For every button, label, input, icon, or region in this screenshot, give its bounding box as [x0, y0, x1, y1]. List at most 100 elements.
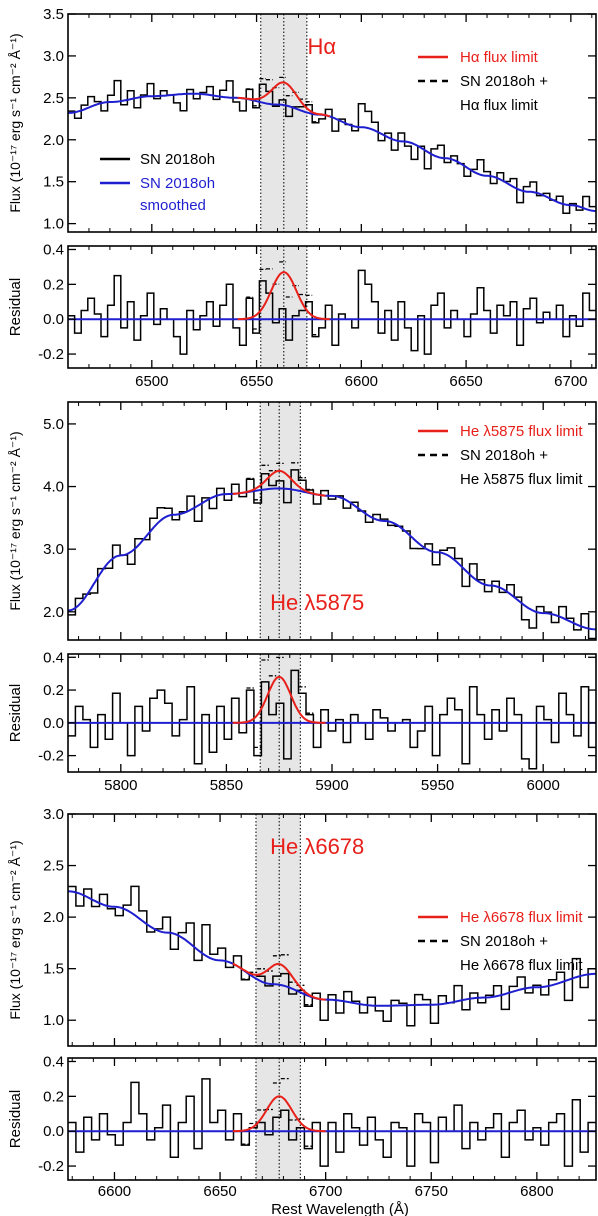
residual-dashed-line: [246, 261, 319, 336]
residual-y-tick-label: 0.0: [43, 1123, 64, 1140]
legend-label-combined: SN 2018oh +: [460, 933, 548, 950]
flux-y-tick-label: 2.5: [43, 90, 64, 107]
residual-series: [68, 1077, 596, 1167]
residual-dashed-line: [241, 1077, 313, 1147]
x-tick-label: 6500: [135, 373, 168, 390]
residual-band: [260, 654, 301, 772]
smoothed-spectrum-line: [68, 890, 596, 1007]
flux-y-axis-title: Flux (10⁻¹⁷ erg s⁻¹ cm⁻² Å⁻¹): [7, 840, 23, 1019]
x-tick-label: 6600: [345, 373, 378, 390]
smoothed-spectrum-line: [68, 487, 596, 631]
residual-axes-frame: [67, 245, 597, 369]
x-tick-label: 6650: [203, 1183, 236, 1200]
observed-spectrum-line: [68, 79, 596, 214]
legend-label-smoothed: SN 2018oh: [140, 175, 215, 192]
residual-y-axis-title: Residual: [7, 684, 24, 742]
emission-line-label: Hα: [308, 34, 337, 59]
flux-series: [68, 885, 596, 1027]
x-tick-label: 6700: [554, 373, 587, 390]
residual-flux-limit-line: [232, 1095, 326, 1133]
flux-y-tick-label: 2.0: [43, 132, 64, 149]
flux-band: [260, 402, 301, 640]
x-tick-label: 5950: [421, 777, 454, 794]
legend-label-observed: SN 2018oh: [140, 151, 215, 168]
residual-step-line: [68, 669, 596, 770]
legend-label-combined: SN 2018oh +: [460, 447, 548, 464]
panel-1: 6500 6550 6600 6650 6700 1.0 1.5 2.0 2.5 3.0 3.5 -0…: [7, 6, 597, 390]
x-tick-label: 6750: [415, 1183, 448, 1200]
residual-step-line: [68, 269, 596, 355]
residual-y-tick-label: 0.0: [43, 715, 64, 732]
x-tick-label: 6700: [309, 1183, 342, 1200]
x-tick-label: 6550: [240, 373, 273, 390]
flux-y-tick-label: 1.0: [43, 216, 64, 233]
residual-y-tick-label: -0.2: [38, 1158, 64, 1175]
flux-y-tick-label: 1.5: [43, 174, 64, 191]
flux-y-tick-label: 3.0: [43, 806, 64, 823]
flux-y-tick-label: 4.0: [43, 479, 64, 496]
residual-y-tick-label: 0.4: [43, 1053, 64, 1070]
flux-limit-line: [232, 962, 326, 1001]
smoothed-spectrum-line: [68, 92, 596, 212]
residual-flux-limit-line: [232, 675, 326, 724]
x-tick-label: 6650: [449, 373, 482, 390]
legend-label-smoothed: smoothed: [140, 197, 206, 214]
observed-spectrum-line: [68, 469, 596, 640]
residual-y-tick-label: 0.0: [43, 311, 64, 328]
flux-limit-line: [232, 469, 326, 497]
flux-y-tick-label: 3.0: [43, 48, 64, 65]
flux-y-axis-title: Flux (10⁻¹⁷ erg s⁻¹ cm⁻² Å⁻¹): [7, 431, 23, 610]
residual-y-axis-title: Residual: [7, 278, 24, 336]
x-axis-title: Rest Wavelength (Å): [271, 1201, 409, 1216]
legend-label-flux_limit: He λ5875 flux limit: [460, 423, 583, 440]
residual-y-tick-label: 0.4: [43, 649, 64, 666]
combined-dashed-line: [241, 954, 313, 1006]
flux-limit-line: [237, 81, 331, 118]
flux-y-tick-label: 3.0: [43, 541, 64, 558]
legend-label-combined: SN 2018oh +: [460, 73, 548, 90]
flux-series: [68, 76, 596, 214]
residual-axes-frame: [67, 653, 597, 773]
residual-y-tick-label: 0.2: [43, 276, 64, 293]
panel-3: 6600 6650 6700 6750 6800 1.0 1.5 2.0 2.5 3.0 -0.2 0…: [7, 806, 597, 1200]
flux-axes-frame: [67, 813, 597, 1047]
legend-label-flux_limit: Hα flux limit: [460, 49, 539, 66]
panel-2: 5800 5850 5900 5950 6000 2.0 3.0 4.0 5.0 -0.2 0.0 0…: [7, 401, 597, 794]
x-tick-label: 6600: [98, 1183, 131, 1200]
flux-y-tick-label: 1.5: [43, 961, 64, 978]
flux-y-axis-title: Flux (10⁻¹⁷ erg s⁻¹ cm⁻² Å⁻¹): [7, 33, 23, 212]
emission-line-label: He λ6678: [270, 834, 364, 859]
residual-series: [68, 656, 596, 770]
flux-y-tick-label: 1.0: [43, 1012, 64, 1029]
flux-y-tick-label: 2.5: [43, 858, 64, 875]
residual-y-tick-label: 0.4: [43, 241, 64, 258]
residual-y-tick-label: -0.2: [38, 346, 64, 363]
residual-band: [255, 1058, 301, 1180]
flux-axes-frame: [67, 13, 597, 233]
residual-flux-limit-line: [237, 271, 330, 321]
flux-y-tick-label: 3.5: [43, 6, 64, 23]
flux-y-tick-label: 2.0: [43, 909, 64, 926]
flux-series: [68, 462, 596, 640]
x-tick-label: 6000: [527, 777, 560, 794]
residual-step-line: [68, 1078, 596, 1167]
flux-y-tick-label: 5.0: [43, 416, 64, 433]
x-tick-label: 6800: [520, 1183, 553, 1200]
legend-label-combined: He λ6678 flux limit: [460, 957, 583, 974]
x-tick-label: 5800: [104, 777, 137, 794]
flux-y-tick-label: 2.0: [43, 604, 64, 621]
legend-label-combined: He λ5875 flux limit: [460, 471, 583, 488]
residual-series: [68, 261, 596, 355]
emission-line-label: He λ5875: [270, 590, 364, 615]
residual-y-tick-label: 0.2: [43, 1088, 64, 1105]
residual-y-tick-label: -0.2: [38, 748, 64, 765]
x-tick-label: 5850: [210, 777, 243, 794]
flux-band: [255, 814, 301, 1046]
legend-label-flux_limit: He λ6678 flux limit: [460, 909, 583, 926]
x-tick-label: 5900: [315, 777, 348, 794]
residual-y-axis-title: Residual: [7, 1090, 24, 1148]
residual-axes-frame: [67, 1057, 597, 1181]
legend-label-combined: Hα flux limit: [460, 97, 539, 114]
residual-y-tick-label: 0.2: [43, 682, 64, 699]
